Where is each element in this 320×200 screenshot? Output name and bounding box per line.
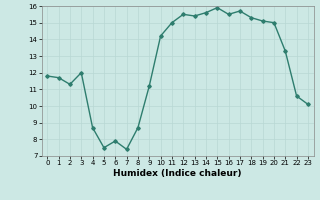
X-axis label: Humidex (Indice chaleur): Humidex (Indice chaleur)	[113, 169, 242, 178]
